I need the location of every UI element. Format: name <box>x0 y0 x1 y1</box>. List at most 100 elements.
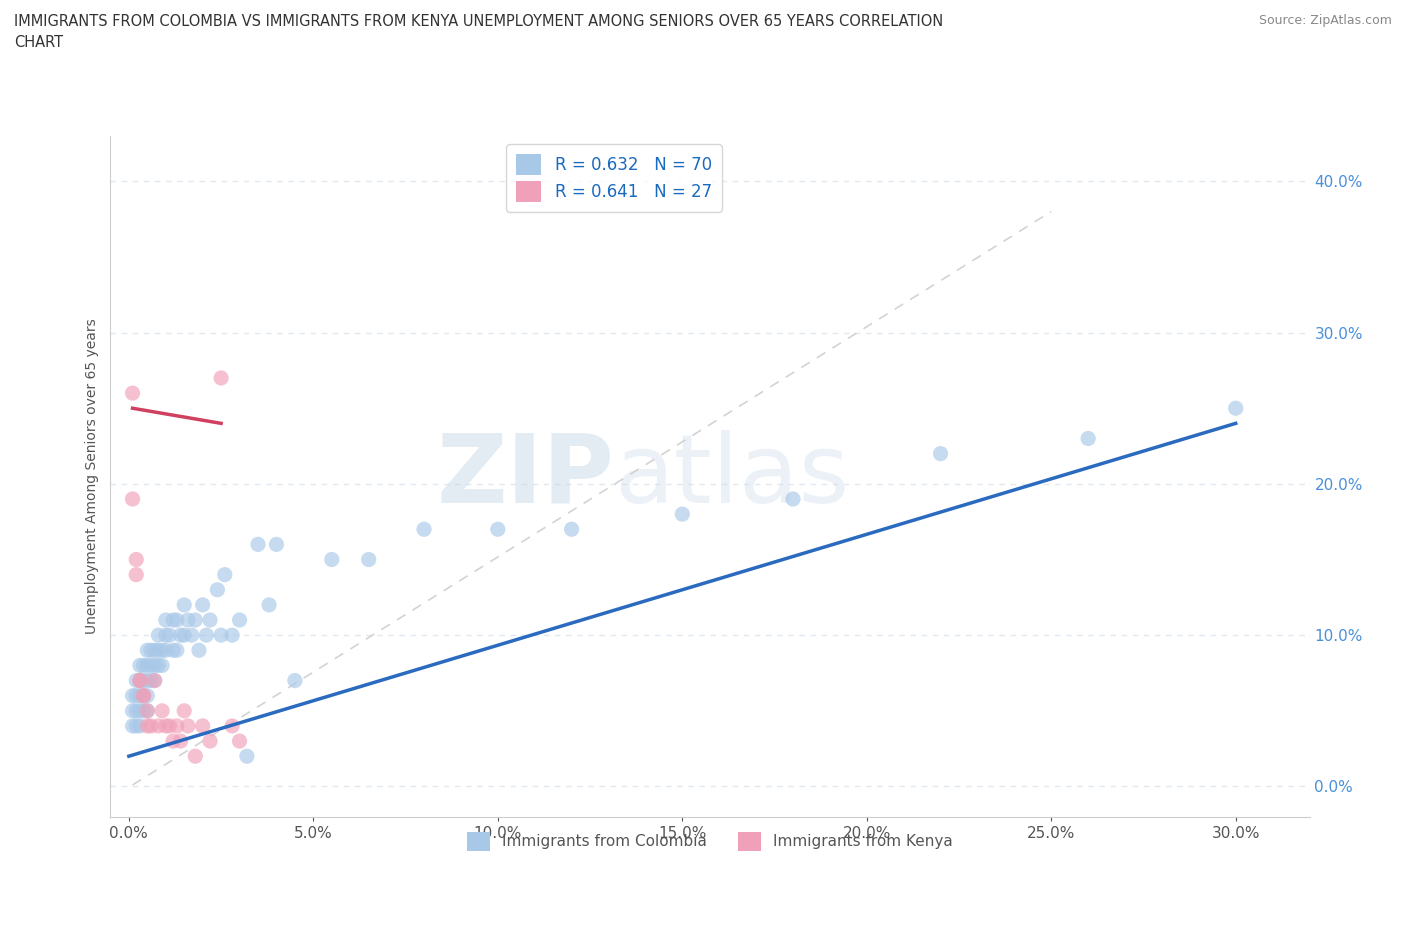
Point <box>782 492 804 507</box>
Point <box>129 703 152 718</box>
Point <box>129 673 152 688</box>
Text: atlas: atlas <box>614 430 849 523</box>
Point <box>125 673 148 688</box>
Point <box>321 552 343 567</box>
Point <box>184 749 207 764</box>
Point <box>162 734 184 749</box>
Point <box>166 613 188 628</box>
Point <box>143 673 166 688</box>
Point <box>191 719 214 734</box>
Point <box>136 688 159 703</box>
Point <box>150 658 173 673</box>
Point <box>121 703 143 718</box>
Point <box>132 703 155 718</box>
Point <box>129 673 152 688</box>
Point <box>148 643 170 658</box>
Text: IMMIGRANTS FROM COLOMBIA VS IMMIGRANTS FROM KENYA UNEMPLOYMENT AMONG SENIORS OVE: IMMIGRANTS FROM COLOMBIA VS IMMIGRANTS F… <box>14 14 943 50</box>
Text: Source: ZipAtlas.com: Source: ZipAtlas.com <box>1258 14 1392 27</box>
Point <box>129 658 152 673</box>
Point <box>177 719 200 734</box>
Point <box>155 719 177 734</box>
Point <box>169 734 191 749</box>
Point <box>121 386 143 401</box>
Point <box>136 703 159 718</box>
Point <box>125 703 148 718</box>
Point <box>221 719 243 734</box>
Point <box>266 537 288 551</box>
Point <box>132 688 155 703</box>
Point <box>246 537 269 551</box>
Point <box>191 597 214 612</box>
Point <box>121 492 143 507</box>
Point <box>166 643 188 658</box>
Point <box>561 522 583 537</box>
Point <box>136 643 159 658</box>
Point <box>121 688 143 703</box>
Point <box>486 522 509 537</box>
Point <box>139 658 162 673</box>
Point <box>148 658 170 673</box>
Point <box>929 446 952 461</box>
Point <box>198 734 221 749</box>
Point <box>357 552 380 567</box>
Point <box>671 507 693 522</box>
Point <box>228 613 250 628</box>
Point <box>214 567 236 582</box>
Point <box>132 688 155 703</box>
Point <box>143 658 166 673</box>
Point <box>173 628 195 643</box>
Point <box>136 703 159 718</box>
Point <box>125 567 148 582</box>
Point <box>209 370 232 385</box>
Point <box>132 688 155 703</box>
Point <box>221 628 243 643</box>
Point <box>136 673 159 688</box>
Point <box>155 643 177 658</box>
Point <box>162 613 184 628</box>
Point <box>139 673 162 688</box>
Text: ZIP: ZIP <box>436 430 614 523</box>
Point <box>159 719 181 734</box>
Point <box>1225 401 1247 416</box>
Point <box>188 643 211 658</box>
Point <box>125 719 148 734</box>
Point <box>136 719 159 734</box>
Point <box>180 628 202 643</box>
Point <box>129 688 152 703</box>
Point <box>1077 431 1099 445</box>
Point <box>184 613 207 628</box>
Point <box>284 673 307 688</box>
Point <box>159 628 181 643</box>
Point <box>129 719 152 734</box>
Point <box>413 522 436 537</box>
Point <box>125 688 148 703</box>
Point <box>177 613 200 628</box>
Point <box>132 658 155 673</box>
Point <box>121 719 143 734</box>
Point <box>143 673 166 688</box>
Point <box>148 628 170 643</box>
Point <box>143 643 166 658</box>
Point <box>195 628 218 643</box>
Point <box>150 703 173 718</box>
Point <box>155 613 177 628</box>
Point <box>125 552 148 567</box>
Point <box>136 658 159 673</box>
Point <box>173 703 195 718</box>
Point <box>228 734 250 749</box>
Point <box>148 719 170 734</box>
Point <box>150 643 173 658</box>
Point <box>257 597 280 612</box>
Point <box>173 597 195 612</box>
Point <box>139 719 162 734</box>
Point <box>198 613 221 628</box>
Point <box>129 673 152 688</box>
Point <box>236 749 259 764</box>
Point <box>166 719 188 734</box>
Point <box>207 582 229 597</box>
Legend: Immigrants from Colombia, Immigrants from Kenya: Immigrants from Colombia, Immigrants fro… <box>461 826 959 857</box>
Point <box>209 628 232 643</box>
Point <box>155 628 177 643</box>
Point <box>162 643 184 658</box>
Point <box>132 673 155 688</box>
